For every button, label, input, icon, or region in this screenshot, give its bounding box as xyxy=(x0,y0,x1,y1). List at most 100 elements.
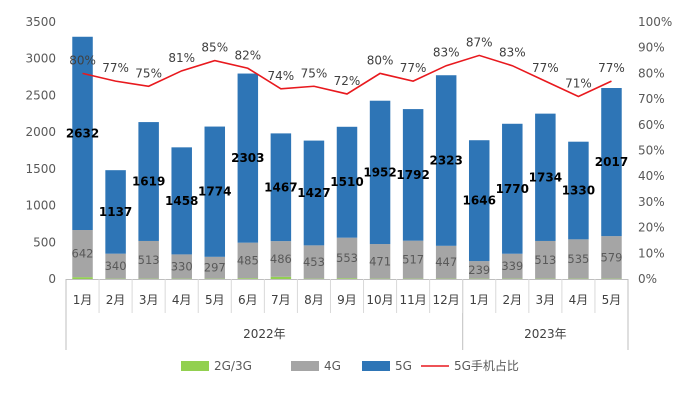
y-tick-label: 2000 xyxy=(25,125,56,139)
x-tick-label: 1月 xyxy=(73,293,93,307)
x-tick-label: 2月 xyxy=(502,293,522,307)
x-tick-label: 4月 xyxy=(172,293,192,307)
chart-data-labels: 642 2632 340 1137 513 1619 330 1458 297 1774 485 23… xyxy=(66,35,628,276)
legend-swatch xyxy=(362,361,390,371)
bar-4g xyxy=(369,244,391,279)
bar-4g xyxy=(502,253,523,279)
data-label-4g: 239 xyxy=(468,263,490,277)
bar-5g xyxy=(535,113,556,241)
data-label-4g: 517 xyxy=(402,253,424,267)
data-label-4g: 447 xyxy=(435,255,457,269)
y2-tick-label: 90% xyxy=(638,41,665,55)
x-tick-label: 12月 xyxy=(433,293,460,307)
data-label-5g: 2017 xyxy=(595,155,628,169)
data-label-4g: 297 xyxy=(204,261,226,275)
bar-4g xyxy=(105,253,126,279)
x-tick-label: 4月 xyxy=(569,293,589,307)
bar-5g xyxy=(568,141,589,240)
legend-label: 4G xyxy=(324,359,341,373)
data-label-ratio: 83% xyxy=(499,46,526,60)
y-tick-label: 3500 xyxy=(25,15,56,29)
data-label-4g: 330 xyxy=(171,260,193,274)
bar-5g xyxy=(270,133,292,242)
y2-tick-label: 40% xyxy=(638,169,665,183)
chart-axes: 0 500 1000 1500 2000 2500 3000 3500 0% 10% 20% 30% 4… xyxy=(25,15,672,350)
legend-swatch xyxy=(291,361,319,371)
data-label-5g: 1330 xyxy=(562,184,595,198)
year-group-label: 2023年 xyxy=(524,327,567,341)
data-label-4g: 513 xyxy=(534,253,556,267)
data-label-5g: 1137 xyxy=(99,205,132,219)
data-label-ratio: 75% xyxy=(135,66,162,80)
bar-4g xyxy=(402,240,424,279)
x-tick-label: 5月 xyxy=(602,293,622,307)
y-tick-label: 3000 xyxy=(25,52,56,66)
data-label-5g: 2632 xyxy=(66,126,99,140)
data-label-5g: 1458 xyxy=(165,194,198,208)
data-label-4g: 340 xyxy=(105,259,127,273)
bar-5g xyxy=(601,88,622,237)
y2-tick-label: 20% xyxy=(638,221,665,235)
bar-2g-3g xyxy=(72,277,93,279)
y2-tick-label: 30% xyxy=(638,195,665,209)
data-label-4g: 471 xyxy=(369,254,391,268)
y-tick-label: 2500 xyxy=(25,88,56,102)
data-label-ratio: 74% xyxy=(268,69,295,83)
data-label-4g: 486 xyxy=(270,252,292,266)
bar-4g xyxy=(435,245,457,279)
bar-5g xyxy=(105,170,126,254)
data-label-ratio: 72% xyxy=(334,74,361,88)
data-label-ratio: 80% xyxy=(69,53,96,67)
bar-4g xyxy=(204,256,226,279)
x-tick-label: 5月 xyxy=(205,293,225,307)
y-tick-label: 1500 xyxy=(25,162,56,176)
x-tick-label: 3月 xyxy=(139,293,159,307)
y-tick-label: 500 xyxy=(33,235,56,249)
bar-4g xyxy=(237,242,259,279)
chart-legend: 2G/3G 4G 5G 5G手机占比 xyxy=(181,358,519,373)
bar-5g xyxy=(237,73,259,243)
data-label-ratio: 77% xyxy=(598,61,625,75)
data-label-5g: 1770 xyxy=(496,182,529,196)
y-tick-label: 1000 xyxy=(25,199,56,213)
x-tick-label: 6月 xyxy=(238,293,258,307)
x-tick-label: 7月 xyxy=(271,293,291,307)
y-tick-label: 0 xyxy=(48,272,56,286)
bar-5g xyxy=(303,140,325,246)
bar-4g xyxy=(270,241,292,277)
data-label-ratio: 81% xyxy=(168,51,195,65)
data-label-5g: 1792 xyxy=(396,168,429,182)
bar-4g xyxy=(601,236,622,279)
bar-5g xyxy=(204,126,226,257)
data-label-4g: 535 xyxy=(567,252,589,266)
data-label-4g: 453 xyxy=(303,255,325,269)
legend-label: 5G手机占比 xyxy=(454,358,519,373)
ratio-line xyxy=(82,54,612,98)
y2-tick-label: 80% xyxy=(638,66,665,80)
bar-4g xyxy=(138,240,159,279)
bar-4g xyxy=(303,245,325,279)
data-label-4g: 579 xyxy=(600,250,622,264)
bar-2g-3g xyxy=(270,276,292,279)
y2-tick-label: 70% xyxy=(638,92,665,106)
year-group-label: 2022年 xyxy=(243,327,286,341)
data-label-5g: 1774 xyxy=(198,185,231,199)
data-label-ratio: 75% xyxy=(301,66,328,80)
x-tick-label: 1月 xyxy=(469,293,489,307)
bar-4g xyxy=(468,261,490,279)
data-label-ratio: 83% xyxy=(433,46,460,60)
data-label-5g: 1467 xyxy=(264,180,297,194)
data-label-ratio: 85% xyxy=(201,41,228,55)
data-label-4g: 485 xyxy=(237,253,259,267)
data-label-ratio: 82% xyxy=(234,48,261,62)
bar-5g xyxy=(468,140,490,262)
data-label-4g: 642 xyxy=(72,247,94,261)
data-label-5g: 2323 xyxy=(429,154,462,168)
x-tick-label: 10月 xyxy=(366,293,393,307)
bar-5g xyxy=(502,123,523,254)
x-tick-label: 3月 xyxy=(536,293,556,307)
legend-label: 5G xyxy=(395,359,412,373)
bar-4g xyxy=(72,230,93,278)
y2-tick-label: 60% xyxy=(638,118,665,132)
